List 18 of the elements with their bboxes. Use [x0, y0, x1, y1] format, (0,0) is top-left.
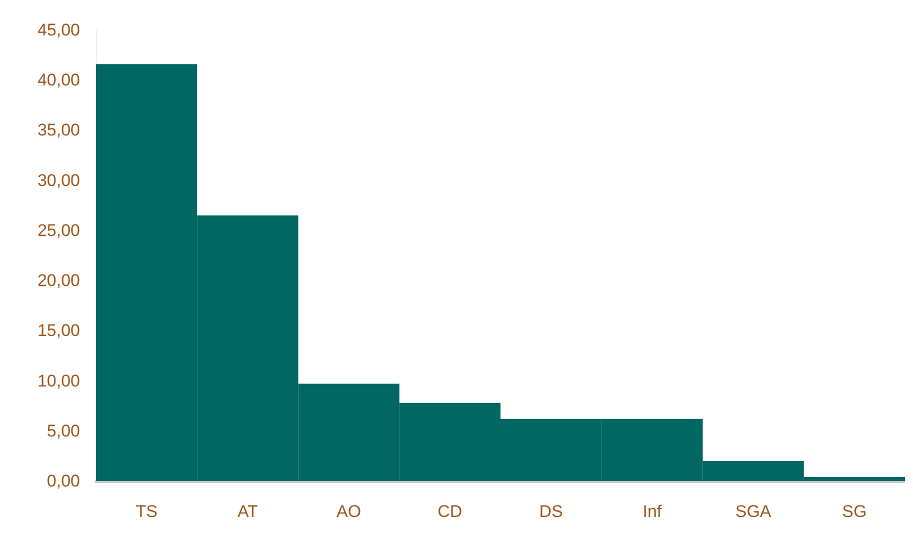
y-tick-label: 30,00 — [37, 170, 80, 190]
x-tick-label: CD — [438, 502, 462, 521]
x-tick-label: AO — [336, 502, 362, 521]
y-tick-label: 5,00 — [46, 421, 80, 440]
y-tick-label: 40,00 — [37, 70, 80, 90]
y-tick-label: 35,00 — [37, 120, 80, 140]
y-tick-label: 10,00 — [37, 371, 80, 390]
y-tick-label: 20,00 — [37, 271, 80, 290]
x-tick-label: SG — [842, 502, 867, 521]
x-tick-label: SGA — [735, 502, 772, 521]
y-tick-label: 15,00 — [37, 321, 80, 340]
y-tick-label: 45,00 — [37, 20, 80, 40]
y-tick-label: 25,00 — [37, 220, 80, 240]
x-tick-label: AT — [237, 502, 258, 521]
x-tick-label: Inf — [642, 502, 662, 521]
x-tick-label: TS — [136, 502, 158, 521]
x-tick-label: DS — [539, 502, 563, 521]
y-tick-label: 0,00 — [46, 472, 80, 490]
